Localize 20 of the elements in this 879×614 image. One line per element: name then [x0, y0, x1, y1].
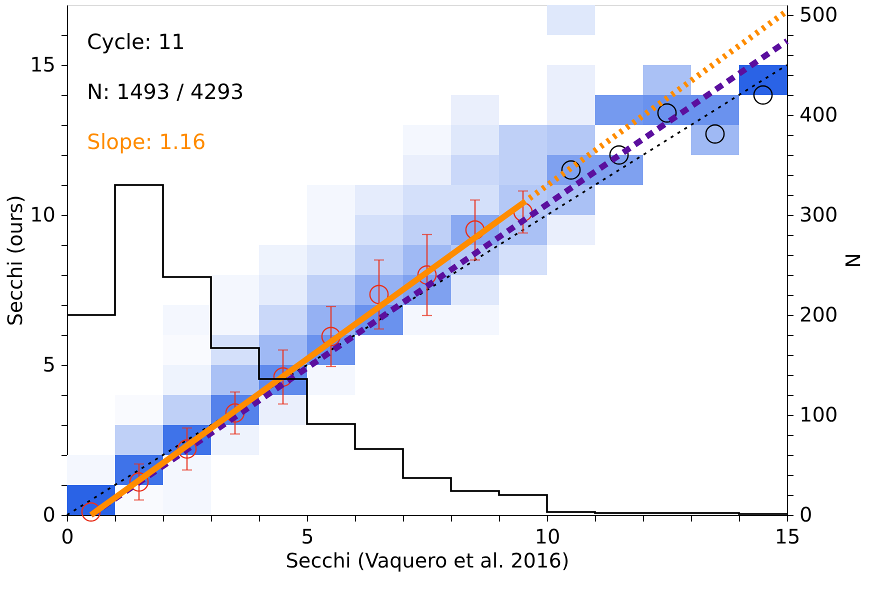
- y2-tick-label: 300: [800, 202, 838, 226]
- y2-tick-label: 400: [800, 102, 838, 126]
- y2-tick-label: 0: [800, 502, 812, 526]
- y-tick-label: 0: [42, 502, 56, 526]
- y2-tick-label: 100: [800, 402, 838, 426]
- text: Slope: 1.16: [87, 130, 206, 154]
- y-tick-label: 5: [42, 352, 56, 376]
- x-tick-label: 5: [301, 524, 314, 548]
- y-tick-label: 10: [30, 202, 56, 226]
- y2-tick-label: 200: [800, 302, 838, 326]
- y-axis-title: Secchi (ours): [3, 195, 28, 326]
- y2-tick-label: 500: [800, 2, 838, 26]
- x-tick-label: 10: [534, 524, 560, 548]
- x-axis-title: Secchi (Vaquero et al. 2016): [286, 548, 570, 572]
- y-tick-label: 15: [30, 52, 56, 76]
- annotation: Cycle: 11: [87, 30, 185, 54]
- x-tick-label: 0: [61, 524, 74, 548]
- x-tick-label: 15: [774, 524, 800, 548]
- annotation: N: 1493 / 4293: [87, 80, 244, 104]
- y2-axis-title: N: [840, 253, 865, 268]
